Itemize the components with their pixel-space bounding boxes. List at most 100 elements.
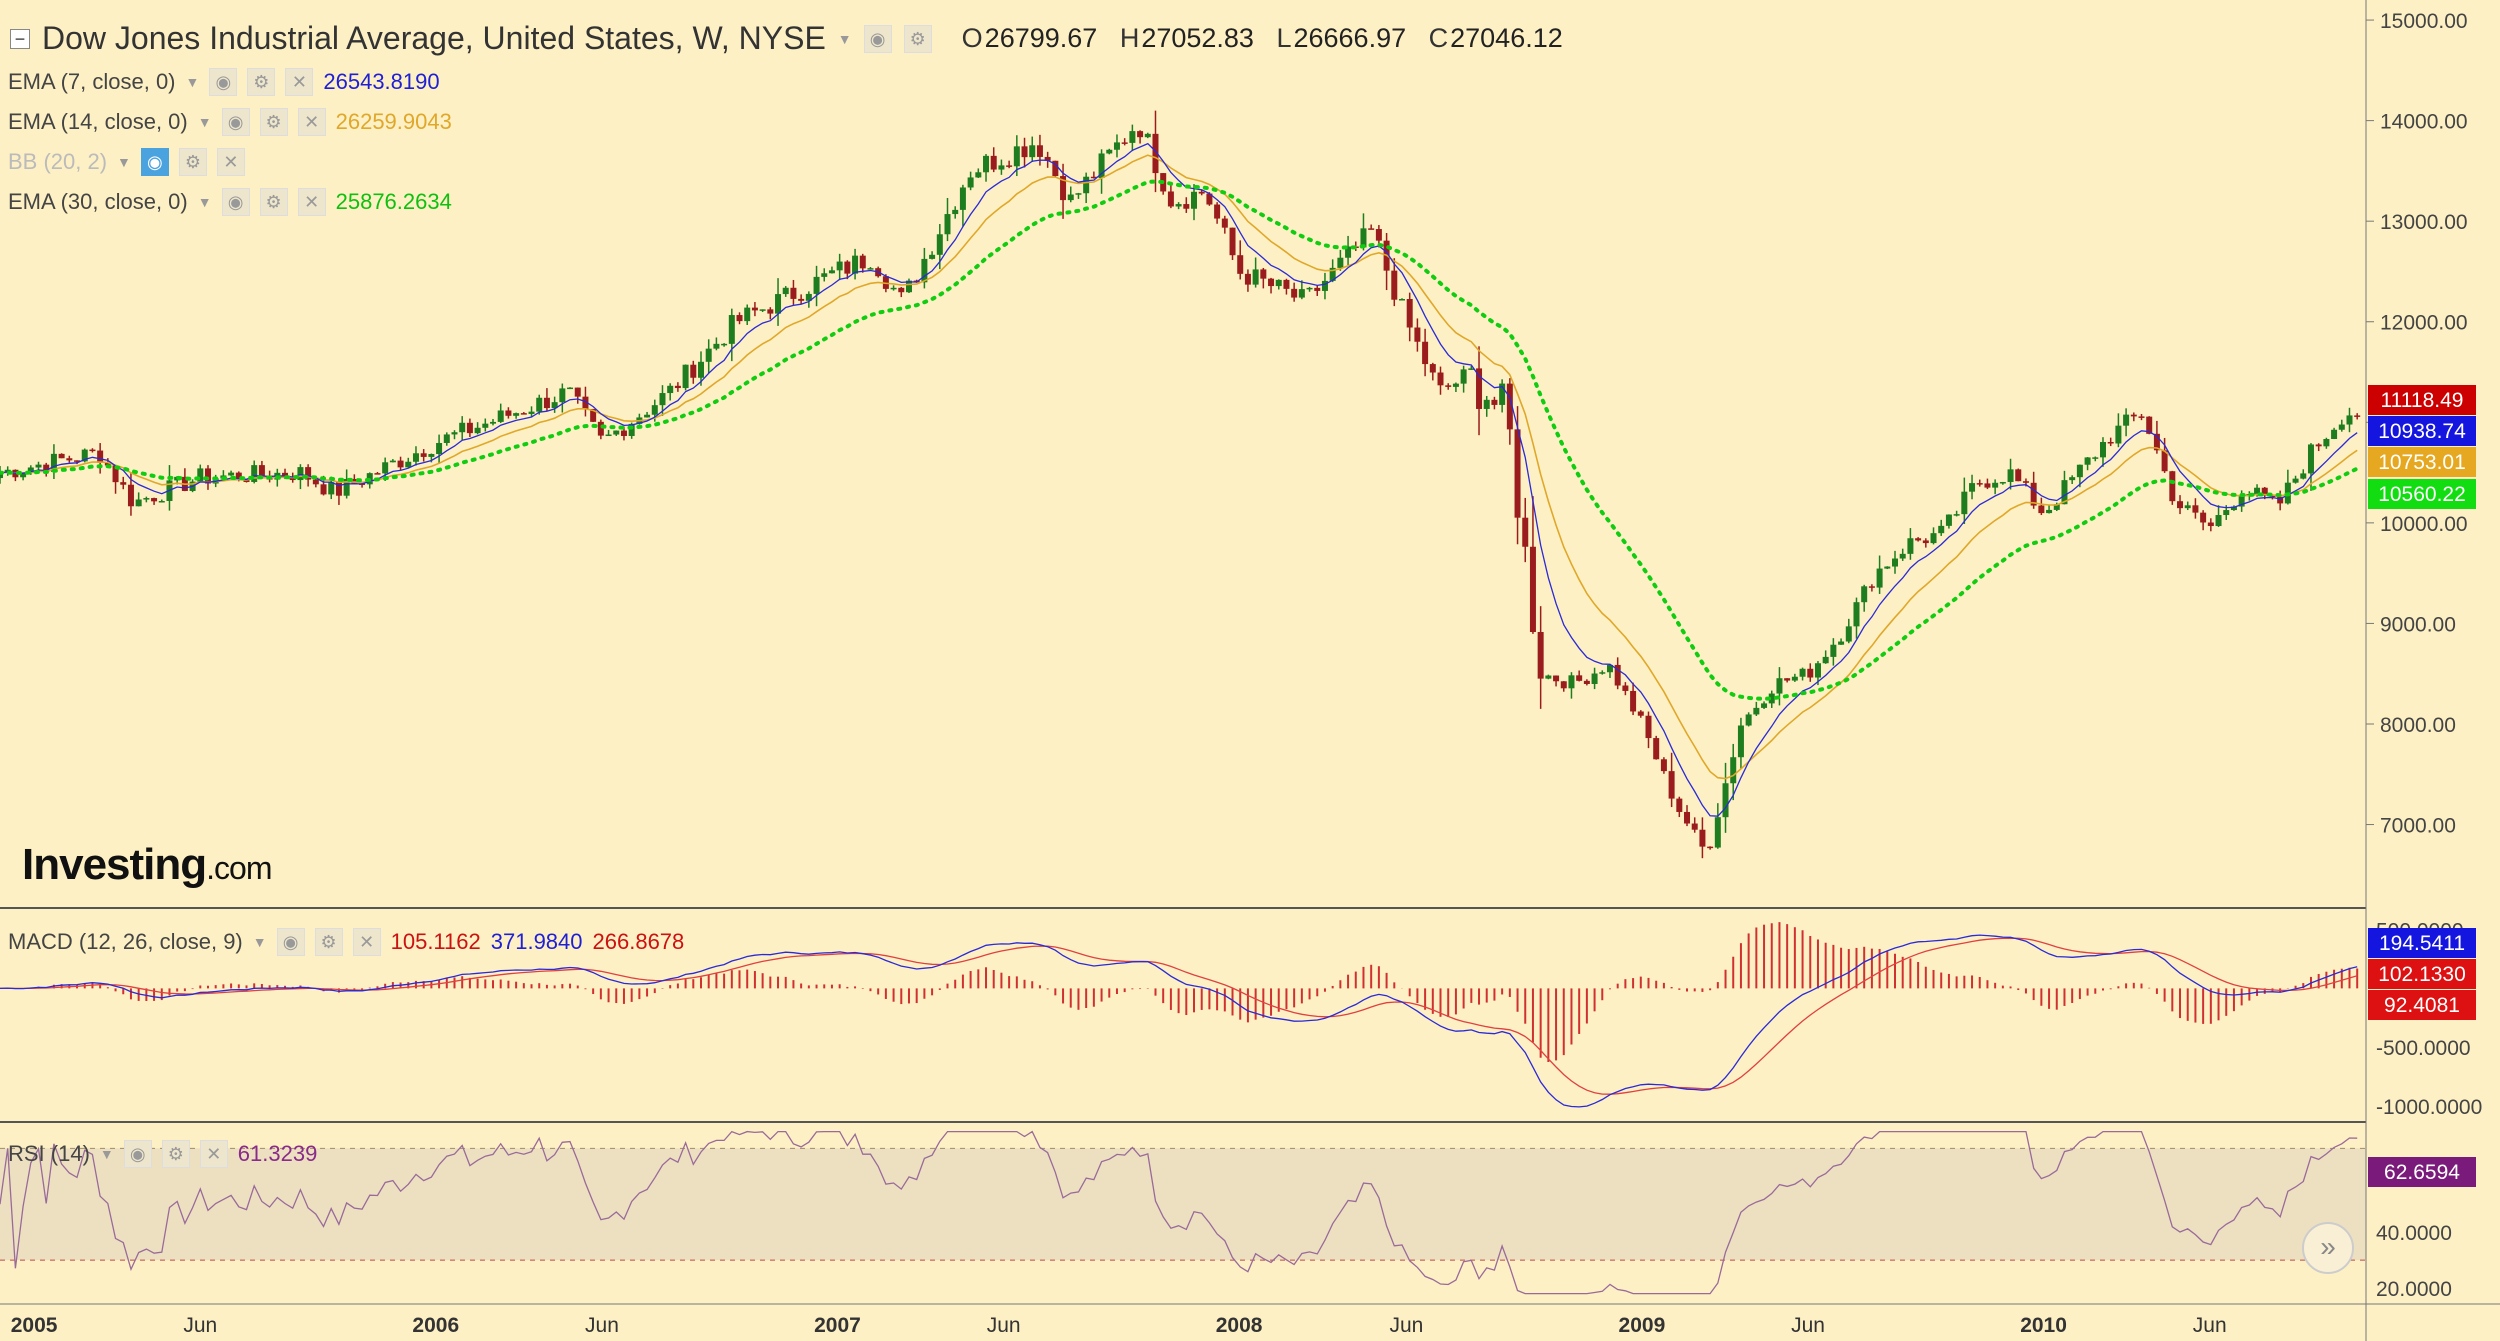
candle-body — [1892, 558, 1899, 567]
bb-label[interactable]: BB (20, 2) — [8, 149, 108, 174]
eye-icon[interactable]: ◉ — [863, 24, 892, 53]
ema7-label[interactable]: EMA (7, close, 0) — [8, 69, 176, 94]
candle-body — [197, 468, 204, 482]
close-icon[interactable]: ✕ — [297, 188, 326, 216]
ema30-line — [0, 179, 2360, 701]
gear-icon[interactable]: ⚙ — [161, 1140, 190, 1168]
last-ema14-tag-bg — [2368, 447, 2476, 477]
close-icon[interactable]: ✕ — [216, 148, 245, 176]
candle-body — [1191, 191, 1198, 209]
eye-icon[interactable]: ◉ — [123, 1140, 152, 1168]
candle-body — [1175, 204, 1182, 207]
eye-icon[interactable]: ◉ — [209, 68, 238, 96]
candle-body — [1275, 279, 1282, 287]
rsi-label[interactable]: RSI (14) — [8, 1141, 90, 1166]
price-tick-label: 8000.00 — [2380, 714, 2456, 737]
candle-body — [513, 413, 520, 416]
candle-body — [1984, 483, 1991, 488]
candle-body — [1129, 131, 1136, 143]
close-icon[interactable]: ✕ — [352, 928, 381, 956]
candle-body — [1645, 715, 1652, 739]
instrument-title[interactable]: Dow Jones Industrial Average, United Sta… — [42, 20, 826, 56]
legend-ema14: EMA (14, close, 0) ▼ ◉ ⚙ ✕ 26259.9043 — [8, 108, 452, 136]
candle-body — [2184, 505, 2191, 509]
candle-body — [1622, 685, 1629, 691]
candle-body — [1137, 131, 1144, 138]
close-icon[interactable]: ✕ — [199, 1140, 228, 1168]
candle-body — [1861, 586, 1868, 603]
candle-body — [1884, 566, 1891, 569]
candle-body — [158, 500, 165, 503]
ema30-label[interactable]: EMA (30, close, 0) — [8, 189, 188, 214]
gear-icon[interactable]: ⚙ — [247, 68, 276, 96]
candle-body — [983, 155, 990, 173]
candle-body — [1591, 673, 1598, 684]
candle-body — [2030, 482, 2037, 506]
eye-icon[interactable]: ◉ — [221, 188, 250, 216]
macd-label[interactable]: MACD (12, 26, close, 9) — [8, 929, 243, 954]
eye-icon[interactable]: ◉ — [276, 928, 305, 956]
candle-body — [120, 482, 127, 485]
candle-body — [1853, 602, 1860, 627]
rsi-range-band — [0, 1148, 2366, 1261]
gear-icon[interactable]: ⚙ — [903, 24, 932, 53]
candle-body — [1468, 368, 1475, 370]
scroll-to-latest-button[interactable]: » — [2302, 1222, 2354, 1274]
candle-body — [551, 402, 558, 409]
candle-body — [921, 258, 928, 283]
candle-body — [2046, 509, 2053, 514]
candle-body — [0, 472, 3, 479]
candle-body — [2115, 425, 2122, 444]
candle-body — [1930, 533, 1937, 544]
chevron-down-icon[interactable]: ▼ — [197, 114, 212, 130]
candle-body — [2061, 480, 2068, 505]
candle-body — [135, 499, 142, 507]
candle-body — [936, 234, 943, 255]
collapse-icon[interactable]: − — [10, 28, 30, 49]
candle-body — [1152, 133, 1159, 174]
candle-body — [659, 393, 666, 406]
candle-body — [1845, 626, 1852, 642]
candle-body — [690, 364, 697, 378]
macd-signal-line — [0, 937, 2358, 1095]
logo-main: Investing — [22, 840, 207, 889]
close-icon[interactable]: ✕ — [285, 68, 314, 96]
gear-icon[interactable]: ⚙ — [259, 108, 288, 136]
price-tick-label: 7000.00 — [2380, 815, 2456, 838]
chevron-down-icon[interactable]: ▼ — [117, 154, 131, 170]
candle-body — [759, 309, 766, 311]
candle-body — [1529, 546, 1536, 632]
candle-body — [235, 472, 242, 481]
candle-body — [1606, 664, 1613, 673]
last-macd-tag: 194.5411 — [2379, 932, 2465, 955]
candle-body — [2053, 504, 2060, 510]
eye-icon[interactable]: ◉ — [221, 108, 250, 136]
candle-body — [1707, 846, 1714, 849]
chevron-down-icon[interactable]: ▼ — [837, 30, 852, 47]
candle-body — [312, 479, 319, 485]
chevron-down-icon[interactable]: ▼ — [197, 194, 212, 210]
eye-icon[interactable]: ◉ — [140, 148, 169, 176]
gear-icon[interactable]: ⚙ — [259, 188, 288, 216]
candle-body — [1583, 680, 1590, 684]
chevron-down-icon[interactable]: ▼ — [252, 934, 267, 950]
candle-body — [1476, 368, 1483, 409]
candle-body — [89, 449, 96, 452]
gear-icon[interactable]: ⚙ — [314, 928, 343, 956]
chevron-down-icon[interactable]: ▼ — [99, 1146, 114, 1162]
candle-body — [1375, 229, 1382, 241]
chevron-down-icon[interactable]: ▼ — [185, 74, 200, 90]
logo-suffix: .com — [206, 850, 272, 886]
rsi-line — [0, 1130, 2358, 1295]
candle-body — [2146, 416, 2153, 434]
ema14-label[interactable]: EMA (14, close, 0) — [8, 109, 188, 134]
candle-body — [836, 261, 843, 271]
price-tick-label: 15000.00 — [2380, 10, 2468, 33]
last-rsi-tag: 62.6594 — [2384, 1161, 2460, 1184]
candle-body — [1237, 255, 1244, 274]
gear-icon[interactable]: ⚙ — [178, 148, 207, 176]
candle-body — [1545, 675, 1552, 679]
candle-body — [151, 498, 158, 502]
close-icon[interactable]: ✕ — [297, 108, 326, 136]
